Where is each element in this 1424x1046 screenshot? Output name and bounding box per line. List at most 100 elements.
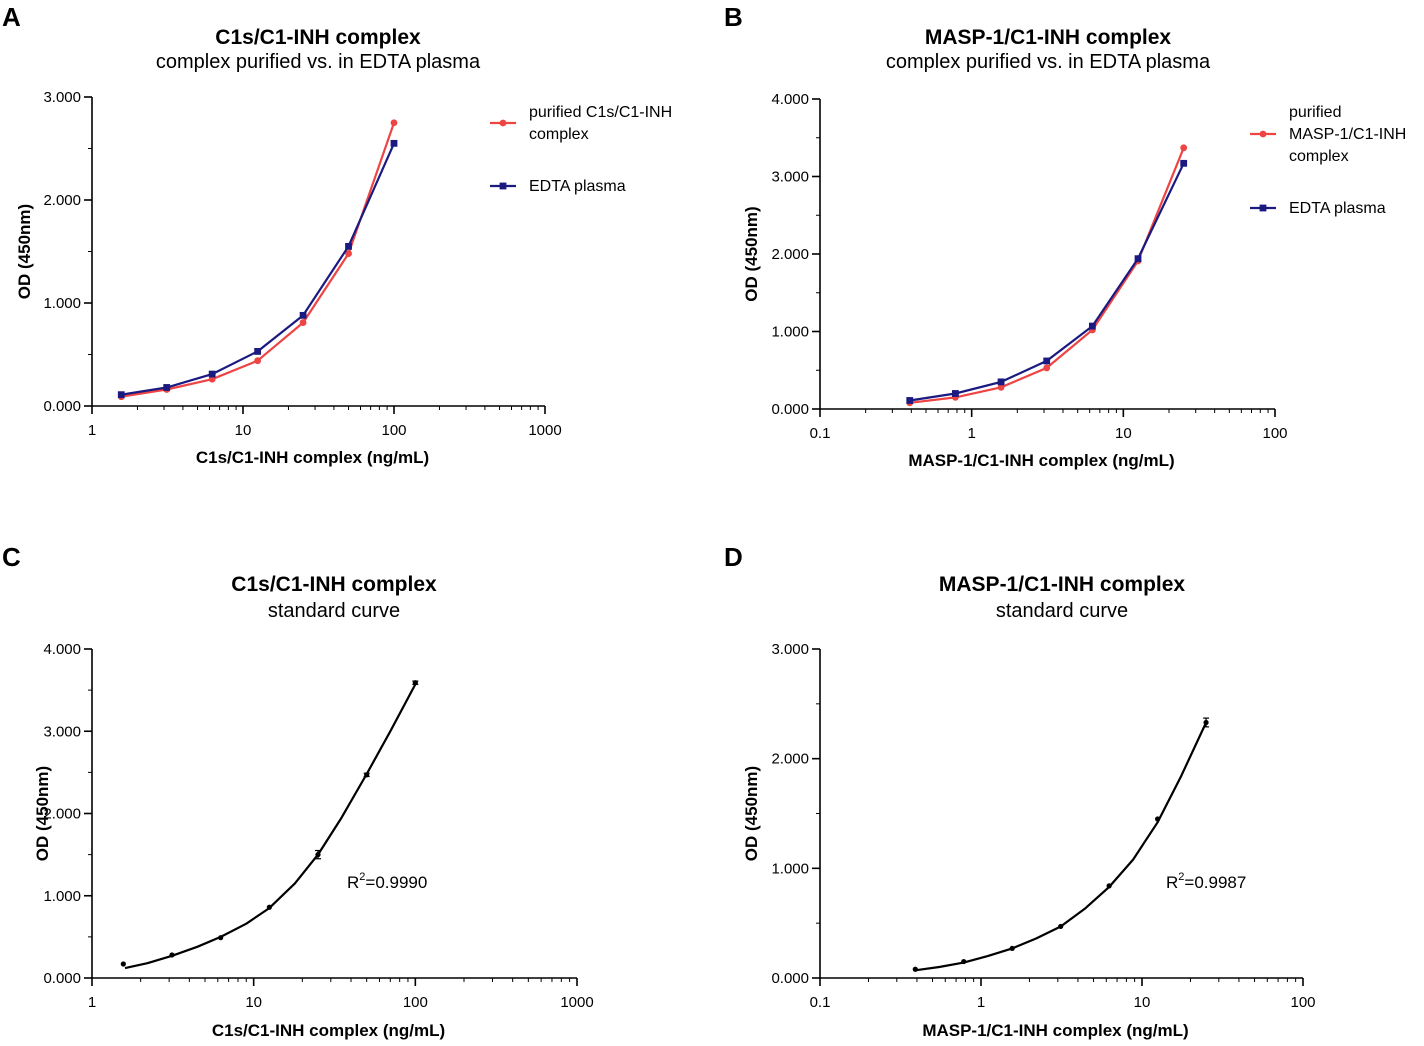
- x-tick-label: 0.1: [810, 994, 831, 1011]
- y-tick-label: 1.000: [43, 295, 81, 312]
- panel-c: C C1s/C1-INH complex standard curve 1 10 100 1…: [2, 542, 594, 1040]
- y-tick-label: 0.000: [43, 398, 81, 415]
- data-point: [254, 357, 262, 365]
- data-point: [1155, 816, 1161, 822]
- data-point: [345, 250, 352, 257]
- legend-entry-text: MASP-1/C1-INH: [1289, 126, 1406, 143]
- data-point: [906, 397, 914, 404]
- series-line: [121, 142, 396, 396]
- data-point: [1180, 144, 1188, 152]
- legend-entry-text: EDTA plasma: [529, 178, 626, 195]
- x-axis-label: MASP-1/C1-INH complex (ng/mL): [922, 1021, 1188, 1040]
- y-tick-label: 2.000: [43, 806, 81, 823]
- chart-subtitle: complex purified vs. in EDTA plasma: [156, 51, 481, 73]
- y-tick-label: 1.000: [43, 888, 81, 905]
- legend-swatch-marker: [499, 182, 507, 190]
- chart-subtitle: standard curve: [268, 600, 400, 622]
- x-tick-label: 1: [977, 994, 985, 1011]
- x-tick-label: 10: [1134, 994, 1151, 1011]
- x-tick-label: 1: [967, 425, 975, 442]
- data-point: [1043, 364, 1051, 372]
- data-point: [299, 311, 307, 319]
- y-tick-label: 3.000: [771, 641, 809, 658]
- fit-curve: [124, 683, 417, 970]
- x-tick-label: 10: [245, 994, 262, 1011]
- x-tick-label: 100: [1262, 425, 1287, 442]
- panel-letter: B: [724, 2, 743, 32]
- data-point: [952, 390, 959, 397]
- y-tick-label: 3.000: [43, 89, 81, 106]
- data-point: [1106, 883, 1112, 889]
- chart-title: C1s/C1-INH complex: [231, 573, 437, 596]
- series-line: [121, 122, 396, 398]
- r-squared-annotation: R2=0.9990: [347, 871, 427, 892]
- panel-d: D MASP-1/C1-INH complex standard curve 0.1 1…: [724, 542, 1316, 1040]
- data-point: [299, 319, 307, 326]
- data-point: [254, 348, 262, 355]
- y-tick-label: 2.000: [771, 751, 809, 768]
- data-point: [169, 952, 175, 958]
- x-tick-label: 1: [88, 994, 96, 1011]
- legend-entry-text: purified: [1289, 104, 1341, 121]
- legend-swatch-marker: [499, 119, 507, 127]
- data-point: [1088, 322, 1096, 330]
- x-tick-label: 1000: [560, 994, 593, 1011]
- y-axis-label: OD (450nm): [15, 204, 34, 299]
- data-point: [1203, 719, 1209, 726]
- legend-entry-text: purified C1s/C1-INH: [529, 104, 672, 121]
- y-tick-label: 1.000: [771, 324, 809, 341]
- r-squared-superscript: 2: [359, 871, 365, 883]
- x-tick-label: 100: [381, 422, 406, 439]
- data-point: [1043, 357, 1051, 365]
- legend-entry-text: EDTA plasma: [1289, 200, 1386, 217]
- y-tick-label: 4.000: [43, 641, 81, 658]
- x-axis-label: C1s/C1-INH complex (ng/mL): [196, 448, 429, 467]
- data-point: [364, 772, 370, 778]
- x-tick-label: 100: [403, 994, 428, 1011]
- data-point: [1058, 923, 1064, 930]
- data-point: [208, 370, 216, 378]
- legend-swatch-marker: [1259, 130, 1267, 138]
- y-tick-label: 0.000: [43, 970, 81, 987]
- x-axis-label: C1s/C1-INH complex (ng/mL): [212, 1021, 445, 1040]
- y-axis-label: OD (450nm): [33, 766, 52, 861]
- x-tick-label: 1: [88, 422, 96, 439]
- y-tick-label: 2.000: [771, 246, 809, 263]
- chart-title: MASP-1/C1-INH complex: [925, 26, 1172, 49]
- panel-letter: C: [2, 542, 21, 572]
- data-point: [961, 958, 967, 965]
- x-tick-label: 100: [1290, 994, 1315, 1011]
- y-axis-label: OD (450nm): [742, 766, 761, 861]
- data-point: [997, 383, 1005, 391]
- r-squared-annotation: R2=0.9987: [1166, 871, 1246, 892]
- x-axis-label: MASP-1/C1-INH complex (ng/mL): [908, 451, 1174, 470]
- r-squared-symbol: R: [1166, 873, 1178, 892]
- legend-entry-text: complex: [1289, 148, 1349, 165]
- data-point: [163, 384, 171, 391]
- data-point: [1134, 255, 1142, 263]
- r-squared-value: =0.9990: [365, 873, 427, 892]
- data-point: [218, 935, 224, 941]
- r-squared-value: =0.9987: [1184, 873, 1246, 892]
- x-tick-label: 10: [235, 422, 252, 439]
- panel-letter: D: [724, 542, 743, 572]
- data-point: [315, 852, 321, 858]
- data-point: [208, 375, 216, 383]
- data-point: [1009, 945, 1015, 951]
- chart-title: MASP-1/C1-INH complex: [939, 573, 1186, 596]
- y-tick-label: 1.000: [771, 860, 809, 877]
- chart-title: C1s/C1-INH complex: [215, 26, 421, 49]
- data-point: [412, 680, 418, 686]
- r-squared-superscript: 2: [1178, 871, 1184, 883]
- data-point: [390, 139, 398, 147]
- data-point: [266, 904, 272, 910]
- legend-entry-text: complex: [529, 126, 589, 143]
- fit-curve: [915, 722, 1208, 972]
- y-tick-label: 0.000: [771, 970, 809, 987]
- legend-swatch-marker: [1259, 204, 1267, 212]
- y-tick-label: 3.000: [43, 723, 81, 740]
- chart-subtitle: standard curve: [996, 600, 1128, 622]
